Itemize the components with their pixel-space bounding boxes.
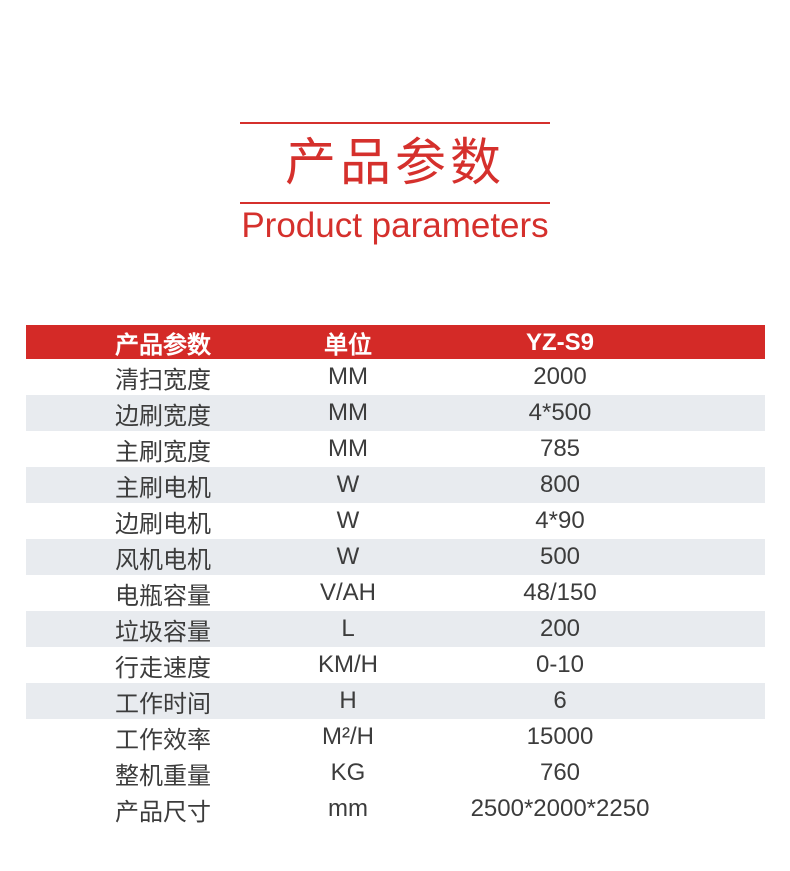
table-row: 行走速度 KM/H 0-10 <box>26 647 765 683</box>
row-parameter-name: 工作效率 <box>115 726 211 754</box>
page-title-en: Product parameters <box>241 206 549 245</box>
table-header-row: 产品参数 单位 YZ-S9 <box>26 325 765 359</box>
title-bottom-rule <box>240 202 550 204</box>
row-parameter-name: 风机电机 <box>115 546 211 574</box>
row-parameter-name: 边刷宽度 <box>115 402 211 430</box>
row-unit: MM <box>328 435 368 462</box>
table-row: 垃圾容量 L 200 <box>26 611 765 647</box>
row-parameter-name: 整机重量 <box>115 762 211 790</box>
table-row: 风机电机 W 500 <box>26 539 765 575</box>
table-row: 工作时间 H 6 <box>26 683 765 719</box>
row-value: 15000 <box>526 723 594 750</box>
table-body: 清扫宽度 MM 2000 边刷宽度 MM 4*500 主刷宽度 MM 785 主刷电机 W 800 边刷… <box>26 359 765 827</box>
table-row: 主刷宽度 MM 785 <box>26 431 765 467</box>
table-row: 电瓶容量 V/AH 48/150 <box>26 575 765 611</box>
row-unit: W <box>336 543 360 570</box>
row-value: 0-10 <box>535 651 585 678</box>
row-unit: KG <box>330 759 366 786</box>
row-unit: MM <box>328 363 368 390</box>
row-value: 785 <box>539 435 581 462</box>
row-parameter-name: 主刷电机 <box>115 474 211 502</box>
title-block: 产品参数 Product parameters <box>240 122 550 247</box>
row-unit: W <box>336 507 360 534</box>
row-unit: L <box>341 615 355 642</box>
row-unit: mm <box>328 795 368 822</box>
row-unit: M²/H <box>322 723 374 750</box>
header-unit: 单位 <box>324 332 372 359</box>
row-value: 2000 <box>533 363 587 390</box>
row-parameter-name: 边刷电机 <box>115 510 211 538</box>
row-unit: KM/H <box>318 651 378 678</box>
row-unit: MM <box>328 399 368 426</box>
table-row: 产品尺寸 mm 2500*2000*2250 <box>26 791 765 827</box>
row-unit: V/AH <box>319 579 376 606</box>
row-value: 6 <box>553 687 567 714</box>
title-top-rule <box>240 122 550 124</box>
table-row: 整机重量 KG 760 <box>26 755 765 791</box>
table-row: 主刷电机 W 800 <box>26 467 765 503</box>
row-parameter-name: 清扫宽度 <box>115 366 211 394</box>
row-parameter-name: 行走速度 <box>115 654 211 682</box>
row-value: 800 <box>539 471 581 498</box>
row-value: 200 <box>539 615 581 642</box>
table-row: 边刷电机 W 4*90 <box>26 503 765 539</box>
row-value: 2500*2000*2250 <box>470 795 650 822</box>
row-unit: W <box>336 471 360 498</box>
row-value: 48/150 <box>523 579 597 606</box>
row-parameter-name: 工作时间 <box>115 690 211 718</box>
row-parameter-name: 产品尺寸 <box>115 798 211 826</box>
page-title-zh: 产品参数 <box>284 134 505 191</box>
row-parameter-name: 电瓶容量 <box>115 582 211 610</box>
header-model: YZ-S9 <box>525 328 594 356</box>
row-unit: H <box>339 687 357 714</box>
parameters-table: 产品参数 单位 YZ-S9 清扫宽度 MM 2000 边刷宽度 MM 4*500 主刷宽度 M… <box>26 325 765 827</box>
table-row: 清扫宽度 MM 2000 <box>26 359 765 395</box>
table-row: 工作效率 M²/H 15000 <box>26 719 765 755</box>
row-value: 4*500 <box>528 399 592 426</box>
row-parameter-name: 主刷宽度 <box>115 438 211 466</box>
row-value: 500 <box>539 543 581 570</box>
row-value: 4*90 <box>535 507 585 534</box>
table-row: 边刷宽度 MM 4*500 <box>26 395 765 431</box>
header-parameter: 产品参数 <box>115 332 211 359</box>
row-value: 760 <box>539 759 581 786</box>
row-parameter-name: 垃圾容量 <box>115 618 211 646</box>
